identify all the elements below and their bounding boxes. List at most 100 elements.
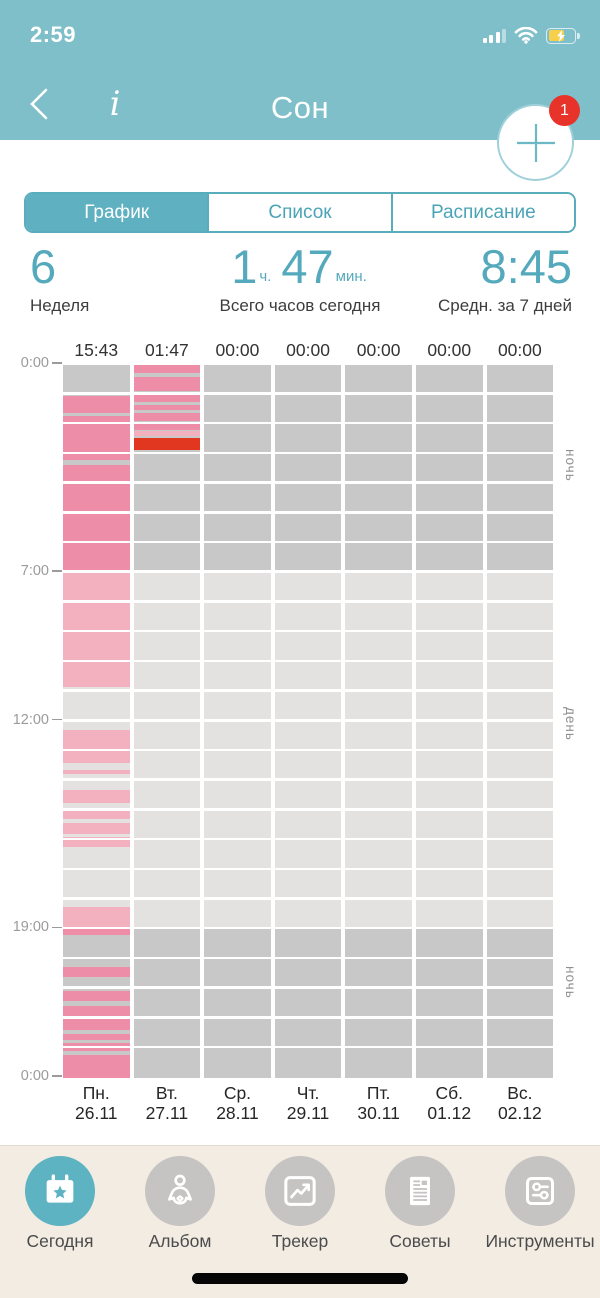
hour-gridline xyxy=(345,837,412,841)
hour-gridline xyxy=(204,451,271,455)
hour-cell xyxy=(133,840,201,871)
hour-cell xyxy=(486,483,554,514)
day-total-label: 15:43 xyxy=(74,340,119,360)
add-entry-button[interactable] xyxy=(497,104,574,181)
tab-bar: Сегодня Альбом Трекер Советы Инструменты xyxy=(0,1145,600,1298)
hour-gridline xyxy=(133,570,201,573)
home-indicator[interactable] xyxy=(192,1273,408,1284)
status-icons xyxy=(482,27,580,44)
hour-cell xyxy=(274,780,342,811)
hour-gridline xyxy=(204,1045,271,1049)
hour-cell xyxy=(274,454,342,484)
sleep-chart-grid xyxy=(63,365,558,1078)
segment-option-график[interactable]: График xyxy=(26,194,208,231)
sleep-segment xyxy=(133,365,201,374)
day-axis-label: Вс. 02.12 xyxy=(484,1083,557,1123)
sleep-segment xyxy=(133,405,201,411)
hour-cell xyxy=(345,691,412,722)
hour-gridline xyxy=(345,540,412,544)
hour-cell xyxy=(133,632,201,663)
tab-item-альбом[interactable]: Альбом xyxy=(120,1146,240,1298)
hour-gridline xyxy=(204,659,271,663)
sleep-segment xyxy=(63,1054,130,1078)
tick-dash xyxy=(52,362,62,364)
hour-gridline xyxy=(486,867,554,871)
hour-gridline xyxy=(204,748,271,752)
hour-cell xyxy=(486,365,554,395)
hour-cell xyxy=(345,662,412,692)
stat-week-label: Неделя xyxy=(30,296,90,315)
hour-cell xyxy=(416,365,483,395)
hour-cell xyxy=(486,602,554,633)
hour-cell xyxy=(345,1048,412,1078)
day-total-label: 00:00 xyxy=(427,340,472,360)
hour-gridline xyxy=(345,926,412,930)
tab-item-инструменты[interactable]: Инструменты xyxy=(480,1146,600,1298)
hour-gridline xyxy=(486,659,554,663)
stat-today: 1 ч. 47 мин. Всего часов сегодня xyxy=(0,243,600,316)
hour-gridline xyxy=(133,986,201,989)
hour-gridline xyxy=(63,659,130,663)
hour-gridline xyxy=(274,748,342,752)
hour-gridline xyxy=(274,956,342,960)
hour-gridline xyxy=(486,481,554,484)
hour-gridline xyxy=(486,392,554,395)
hour-gridline xyxy=(133,719,201,722)
day-date: 27.11 xyxy=(145,1103,189,1123)
sleep-segment xyxy=(63,790,130,804)
hour-cell xyxy=(486,394,554,425)
sliders-icon xyxy=(505,1156,575,1226)
segment-option-список[interactable]: Список xyxy=(207,194,391,231)
hour-cell xyxy=(486,988,554,1019)
hour-cell xyxy=(274,751,342,781)
hour-cell xyxy=(486,899,554,930)
tick-dash xyxy=(52,926,62,929)
hour-cell xyxy=(345,929,412,960)
hour-cell xyxy=(345,602,412,633)
hour-cell xyxy=(133,780,201,811)
sleep-segment xyxy=(133,430,201,436)
day-axis-label: Чт. 29.11 xyxy=(272,1083,345,1123)
sleep-segment xyxy=(63,396,130,413)
sleep-segment xyxy=(63,822,130,835)
hour-gridline xyxy=(486,540,554,544)
hour-cell xyxy=(133,572,201,603)
hour-gridline xyxy=(63,451,130,455)
hour-gridline xyxy=(486,451,554,455)
back-button[interactable] xyxy=(24,84,54,124)
hour-gridline xyxy=(274,392,342,395)
hour-gridline xyxy=(416,659,483,663)
sleep-segment xyxy=(63,907,130,929)
hour-cell xyxy=(204,810,271,841)
sleep-segment xyxy=(63,769,130,775)
hour-gridline xyxy=(486,837,554,841)
sleep-segment xyxy=(63,807,130,819)
hour-gridline xyxy=(274,600,342,603)
tab-item-советы[interactable]: Советы xyxy=(360,1146,480,1298)
hour-gridline xyxy=(133,897,201,900)
stat-today-hours: 1 xyxy=(231,240,258,293)
hour-cell xyxy=(274,810,342,841)
hour-cell xyxy=(345,810,412,841)
sleep-segment xyxy=(63,1018,130,1031)
day-total-label: 00:00 xyxy=(215,340,260,360)
tab-item-трекер[interactable]: Трекер xyxy=(240,1146,360,1298)
info-button[interactable]: i xyxy=(109,84,121,124)
hour-cell xyxy=(133,721,201,752)
hour-gridline xyxy=(416,719,483,722)
hour-cell xyxy=(486,751,554,781)
hour-gridline xyxy=(274,719,342,722)
chart-column-Пт xyxy=(345,365,412,1078)
segment-option-расписание[interactable]: Расписание xyxy=(390,194,574,231)
hour-gridline xyxy=(345,570,412,573)
hour-cell xyxy=(416,572,483,603)
hour-gridline xyxy=(416,867,483,871)
plus-icon xyxy=(516,123,555,162)
hour-gridline xyxy=(345,897,412,900)
hour-cell xyxy=(133,543,201,573)
tab-item-сегодня[interactable]: Сегодня xyxy=(0,1146,120,1298)
hour-gridline xyxy=(133,629,201,633)
hour-gridline xyxy=(204,808,271,811)
hour-gridline xyxy=(63,1045,130,1049)
